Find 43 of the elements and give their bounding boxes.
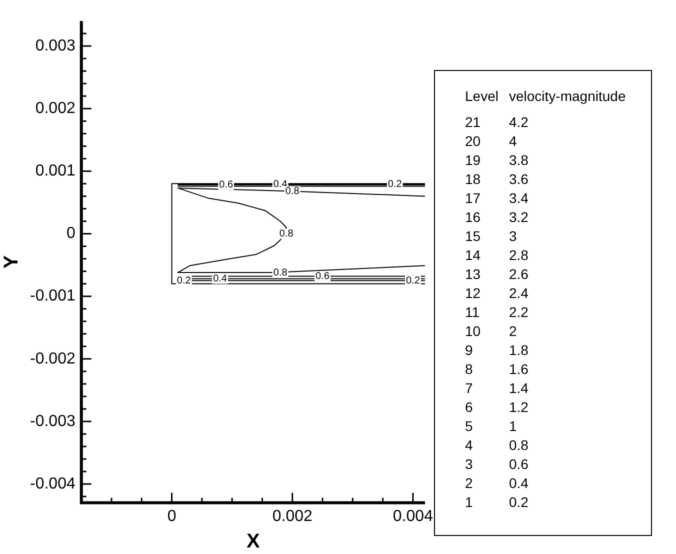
y-tick-label: 0.002	[35, 100, 76, 118]
text: 10 2	[465, 323, 517, 339]
y-tick-label: 0.003	[35, 37, 76, 54]
annotation: 0.6	[316, 271, 330, 282]
text: 18 3.6	[465, 171, 528, 187]
text: 21 4.2	[465, 114, 528, 130]
y-tick-label: 0.001	[35, 162, 76, 180]
y-tick-label: -0.001	[30, 288, 76, 305]
annotation: 0.8	[273, 267, 288, 278]
x-axis-title: X	[246, 530, 261, 553]
y-axis-title: Y	[0, 254, 23, 269]
text: 6 1.2	[465, 399, 528, 415]
text: 12 2.4	[465, 285, 528, 301]
text: 13 2.6	[465, 266, 528, 282]
text: Level velocity-magnitude	[465, 87, 627, 106]
y-tick-label: -0.002	[30, 350, 76, 368]
text: 7 1.4	[465, 380, 528, 396]
text: 1 0.2	[465, 494, 528, 510]
annotation: 0.2	[388, 179, 402, 190]
text: 16 3.2	[465, 209, 528, 225]
annotation: 0.2	[176, 275, 192, 286]
text: 17 3.4	[465, 190, 528, 206]
annotation: 0.6	[219, 180, 234, 191]
text: 11 2.2	[465, 304, 528, 320]
text: 8 1.6	[465, 361, 528, 377]
text: 14 2.8	[465, 247, 528, 263]
text: 4 0.8	[465, 437, 528, 453]
y-tick-label: 0	[66, 225, 76, 242]
x-tick-label: 0.004	[392, 508, 434, 525]
annotation: 0.4	[213, 274, 228, 285]
x-tick-label: 0	[167, 508, 176, 525]
y-tick-label: -0.004	[30, 475, 76, 492]
text: 19 3.8	[465, 152, 528, 168]
text: 2 0.4	[465, 475, 528, 491]
text: 9 1.8	[465, 342, 528, 358]
text: 3 0.6	[465, 456, 528, 472]
text: 5 1	[465, 418, 517, 434]
x-tick-label: 0.002	[272, 508, 312, 525]
annotation: 0.2	[406, 275, 420, 286]
text: 15 3	[465, 228, 517, 244]
text: 20 4	[465, 133, 517, 149]
annotation: 0.8	[279, 228, 294, 240]
y-tick-label: -0.003	[30, 412, 76, 430]
